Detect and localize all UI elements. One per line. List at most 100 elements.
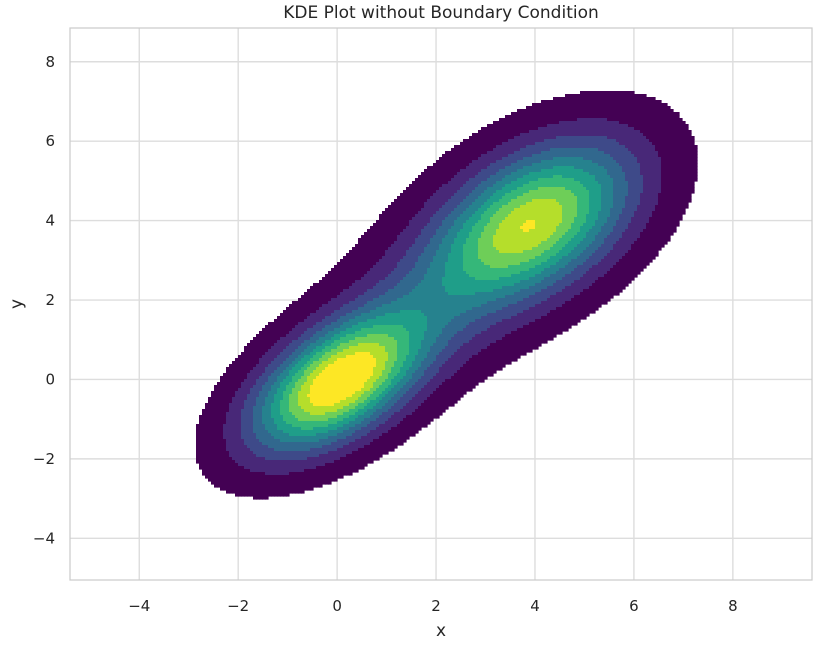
density-cell bbox=[379, 253, 383, 257]
density-cell bbox=[412, 208, 416, 212]
density-cell bbox=[340, 409, 344, 413]
density-cell bbox=[295, 370, 299, 374]
density-cell bbox=[328, 343, 332, 347]
density-cell bbox=[385, 220, 389, 224]
density-cell bbox=[361, 235, 365, 239]
density-cell bbox=[325, 346, 329, 350]
density-cell bbox=[397, 307, 401, 311]
density-cell bbox=[211, 433, 215, 437]
density-cell bbox=[343, 298, 347, 302]
density-cell bbox=[238, 478, 242, 482]
density-cell bbox=[268, 484, 272, 488]
density-cell bbox=[391, 235, 395, 239]
density-cell bbox=[427, 199, 431, 203]
density-cell bbox=[418, 352, 422, 356]
density-cell bbox=[388, 382, 392, 386]
density-cell bbox=[328, 352, 332, 356]
density-cell bbox=[247, 436, 251, 440]
density-cell bbox=[334, 391, 338, 395]
density-cell bbox=[358, 313, 362, 317]
density-cell bbox=[304, 424, 308, 428]
density-cell bbox=[409, 340, 413, 344]
density-cell bbox=[358, 295, 362, 299]
density-cell bbox=[394, 361, 398, 365]
density-cell bbox=[367, 328, 371, 332]
density-cell bbox=[262, 385, 266, 389]
density-cell bbox=[340, 259, 344, 263]
density-cell bbox=[412, 340, 416, 344]
density-cell bbox=[271, 475, 275, 479]
density-cell bbox=[337, 313, 341, 317]
density-cell bbox=[379, 364, 383, 368]
density-cell bbox=[340, 463, 344, 467]
density-cell bbox=[325, 469, 329, 473]
density-cell bbox=[397, 412, 401, 416]
density-cell bbox=[412, 295, 416, 299]
density-cell bbox=[283, 445, 287, 449]
density-cell bbox=[301, 463, 305, 467]
density-cell bbox=[421, 178, 425, 182]
density-cell bbox=[250, 478, 254, 482]
density-cell bbox=[256, 430, 260, 434]
density-cell bbox=[295, 454, 299, 458]
density-cell bbox=[376, 277, 380, 281]
density-cell bbox=[397, 292, 401, 296]
density-cell bbox=[289, 466, 293, 470]
density-cell bbox=[304, 370, 308, 374]
density-cell bbox=[346, 436, 350, 440]
density-cell bbox=[391, 343, 395, 347]
density-cell bbox=[340, 448, 344, 452]
density-cell bbox=[268, 454, 272, 458]
density-cell bbox=[328, 319, 332, 323]
density-cell bbox=[382, 217, 386, 221]
density-cell bbox=[298, 319, 302, 323]
density-cell bbox=[280, 391, 284, 395]
density-cell bbox=[367, 271, 371, 275]
density-cell bbox=[313, 406, 317, 410]
density-cell bbox=[382, 337, 386, 341]
density-cell bbox=[274, 412, 278, 416]
density-cell bbox=[373, 301, 377, 305]
density-cell bbox=[364, 346, 368, 350]
density-cell bbox=[241, 442, 245, 446]
density-cell bbox=[331, 475, 335, 479]
density-cell bbox=[289, 391, 293, 395]
density-cell bbox=[379, 355, 383, 359]
density-cell bbox=[220, 400, 224, 404]
density-cell bbox=[301, 388, 305, 392]
density-cell bbox=[352, 358, 356, 362]
density-cell bbox=[265, 382, 269, 386]
density-cell bbox=[337, 448, 341, 452]
density-cell bbox=[316, 319, 320, 323]
density-cell bbox=[280, 340, 284, 344]
density-cell bbox=[250, 376, 254, 380]
density-cell bbox=[289, 325, 293, 329]
density-cell bbox=[316, 454, 320, 458]
density-cell bbox=[403, 244, 407, 248]
density-cell bbox=[322, 376, 326, 380]
density-cell bbox=[223, 478, 227, 482]
density-cell bbox=[331, 382, 335, 386]
density-cell bbox=[247, 406, 251, 410]
density-cell bbox=[388, 244, 392, 248]
density-cell bbox=[295, 484, 299, 488]
density-cell bbox=[328, 274, 332, 278]
density-cell bbox=[397, 226, 401, 230]
density-cell bbox=[253, 337, 257, 341]
density-cell bbox=[220, 415, 224, 419]
density-cell bbox=[319, 448, 323, 452]
density-cell bbox=[214, 451, 218, 455]
density-cell bbox=[388, 325, 392, 329]
density-cell bbox=[271, 397, 275, 401]
density-cell bbox=[268, 373, 272, 377]
density-cell bbox=[241, 412, 245, 416]
density-cell bbox=[382, 313, 386, 317]
density-cell bbox=[211, 439, 215, 443]
density-cell bbox=[424, 268, 428, 272]
density-cell bbox=[247, 490, 251, 494]
density-cell bbox=[364, 385, 368, 389]
density-cell bbox=[205, 469, 209, 473]
density-cell bbox=[385, 400, 389, 404]
density-cell bbox=[427, 211, 431, 215]
density-cell bbox=[277, 457, 281, 461]
